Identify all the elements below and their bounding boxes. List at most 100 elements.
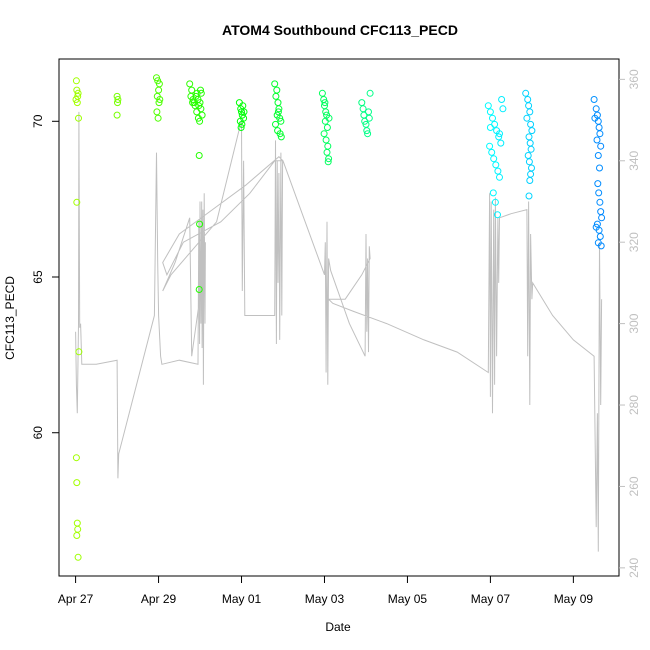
data-point [597,242,605,250]
data-point [524,152,532,159]
y-axis-label: CFC113_PECD [3,276,17,360]
data-point [488,148,496,156]
y2-tick-label: 340 [627,150,641,170]
y2-tick-label: 280 [627,395,641,415]
data-point [596,233,604,240]
data-point [72,454,80,462]
data-point [238,120,246,128]
data-point [490,155,498,163]
data-point [594,152,602,159]
data-point [491,198,499,206]
data-point [186,80,194,88]
data-point [323,124,331,131]
data-point [492,161,500,169]
data-point [320,130,328,138]
x-tick-label: May 03 [305,592,345,606]
x-axis: Apr 27 Apr 29 May 01 May 03 May 05 May 07 May … [58,576,593,606]
data-point [486,142,494,150]
y-tick-label: 65 [31,270,45,284]
y2-tick-label: 300 [627,313,641,333]
y-tick-label: 70 [31,114,45,128]
y2-tick-label: 320 [627,232,641,252]
x-tick-label: May 05 [388,592,428,606]
data-point [113,111,121,119]
data-point [526,177,534,184]
data-point [276,130,284,138]
data-point [114,99,121,107]
data-point [156,96,164,103]
data-point [592,223,600,231]
data-point [495,133,503,141]
data-point [72,96,80,103]
data-point [72,77,80,85]
data-point [73,99,81,107]
data-point [195,152,203,159]
data-point [591,114,599,122]
data-point [73,198,81,206]
data-point [527,145,535,153]
data-point [74,89,82,97]
data-point [237,124,245,131]
data-point [277,117,285,125]
data-point [191,102,199,110]
trace-layer [75,111,603,552]
x-tick-label: Apr 29 [141,592,177,606]
x-tick-label: May 07 [471,592,511,606]
secondary-y-axis: 240 260 280 300 320 340 360 [619,69,641,578]
data-point [155,99,163,107]
points-layer [72,74,606,561]
data-point [486,124,494,131]
data-point [277,133,285,141]
data-point [155,86,163,94]
data-point [274,108,282,116]
data-point [596,164,603,172]
data-point [590,96,598,103]
data-point [364,130,372,138]
data-point [596,130,604,138]
data-point [272,92,280,100]
data-point [596,198,604,206]
data-point [153,108,161,116]
data-point [322,108,330,116]
data-point [593,220,601,228]
data-point [197,89,205,97]
data-point [321,99,329,107]
data-point [325,155,333,163]
data-point [494,211,501,219]
data-point [73,532,81,539]
data-point [494,167,502,175]
x-tick-label: Apr 27 [58,592,94,606]
data-point [522,89,530,97]
data-point [197,86,204,94]
data-point [74,553,82,561]
data-point [528,127,536,135]
trace-line [75,111,603,552]
data-point [525,158,533,166]
data-point [497,139,505,147]
data-point [276,114,284,122]
data-point [322,136,330,144]
data-point [598,214,606,222]
data-point [489,114,496,122]
x-tick-label: May 01 [222,592,262,606]
data-point [196,220,204,228]
data-point [153,74,160,82]
data-point [240,108,248,116]
data-point [194,114,202,122]
data-point [324,158,332,166]
data-point [272,120,279,128]
x-axis-label: Date [325,620,351,634]
data-point [365,114,373,122]
data-point [75,114,82,122]
data-point [498,96,506,103]
data-point [499,105,507,113]
plot-frame [58,58,620,577]
chart-title: ATOM4 Southbound CFC113_PECD [222,22,458,38]
data-point [592,105,600,113]
y-tick-label: 60 [31,426,45,440]
data-point [366,89,374,97]
data-point [523,114,531,122]
y-axis: 60 65 70 [31,114,59,439]
